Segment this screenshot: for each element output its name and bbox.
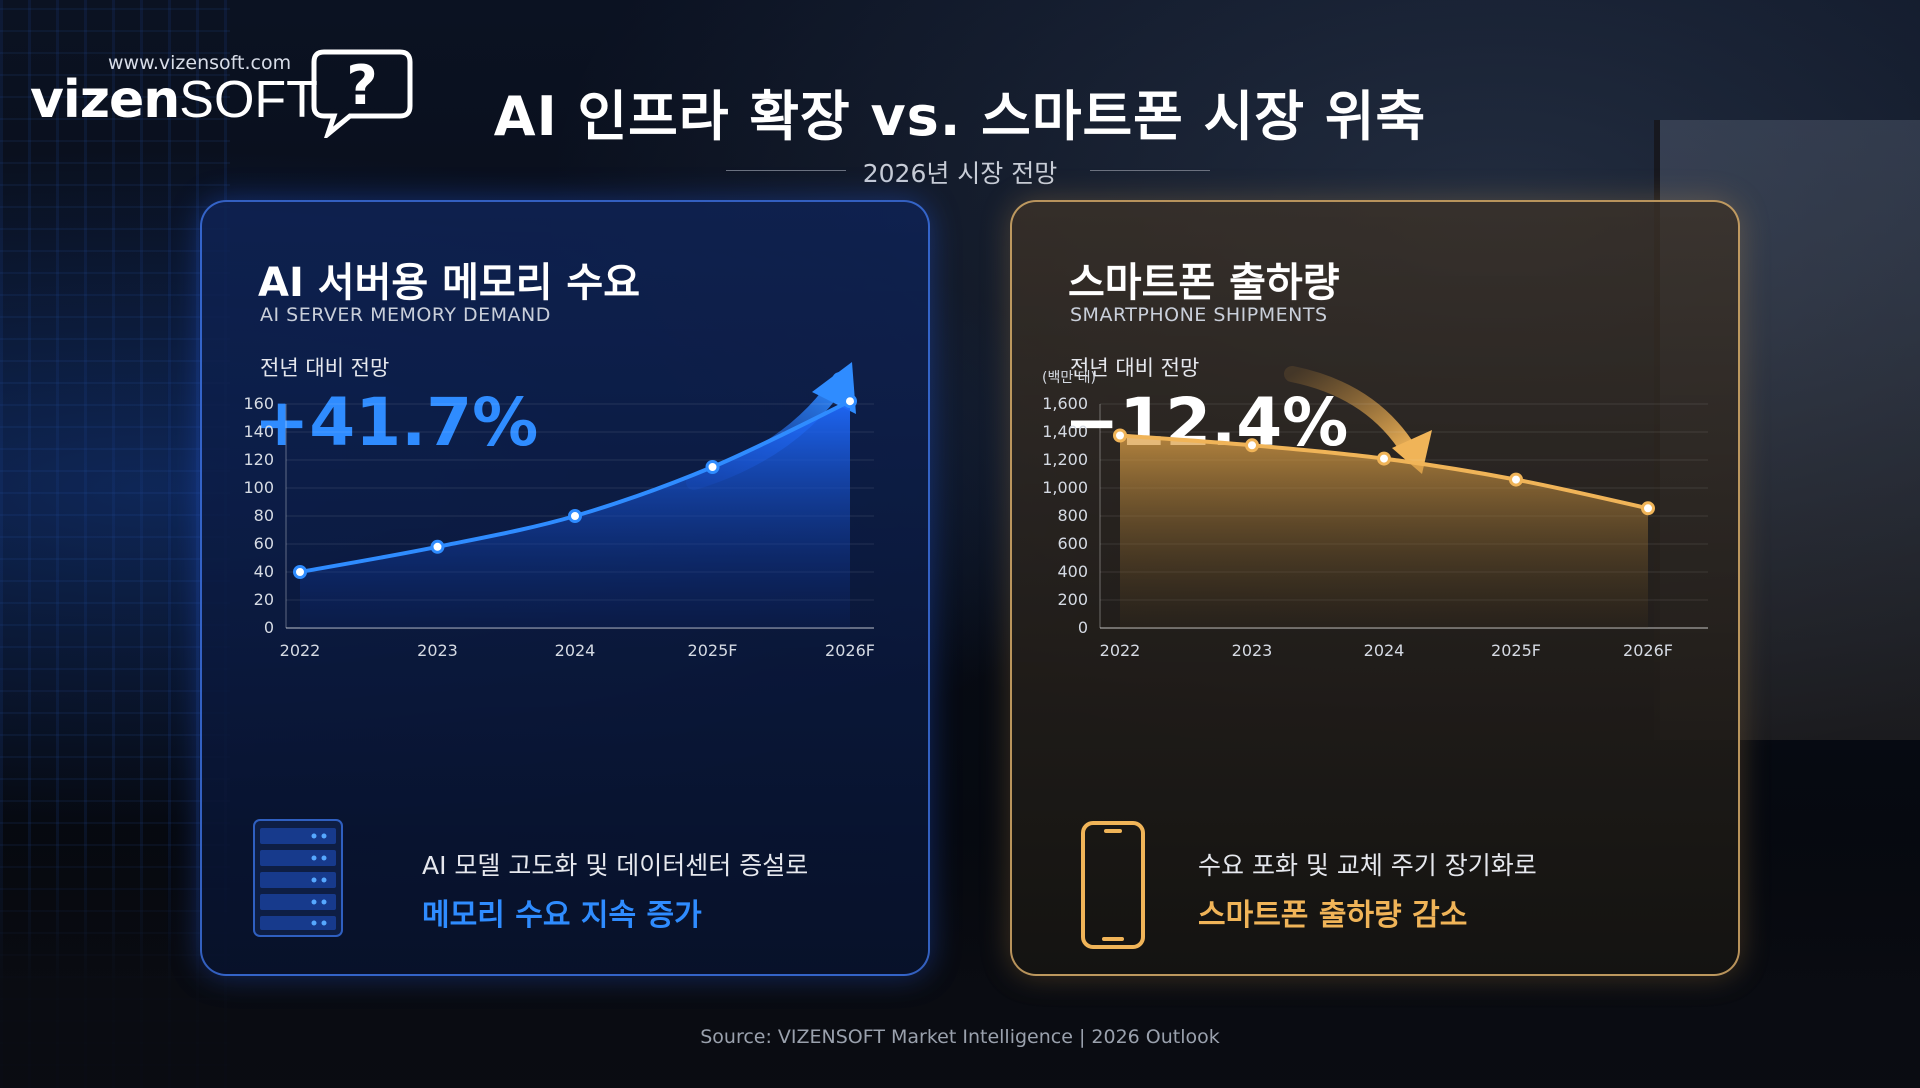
- y-tick-label: 120: [243, 450, 274, 469]
- x-tick-label: 2026F: [1623, 641, 1673, 660]
- data-point: [1509, 472, 1523, 487]
- page-subtitle: 2026년 시장 전망: [862, 159, 1058, 188]
- y-tick-label: 0: [1078, 618, 1088, 637]
- y-tick-label: 200: [1057, 590, 1088, 609]
- speech-bubble-icon: ?: [311, 49, 413, 138]
- metric-label: 전년 대비 전망: [1070, 356, 1200, 380]
- y-tick-label: 140: [243, 422, 274, 441]
- y-tick-label: 0: [264, 618, 274, 637]
- chart-ai-memory: 0 20 40 60 80 100 120 140 160 2022 2023 2024 2025F 20…: [243, 362, 875, 660]
- y-tick-label: 600: [1057, 534, 1088, 553]
- panel-title: AI 서버용 메모리 수요: [258, 260, 641, 306]
- footer-line2: 메모리 수요 지속 증가: [422, 898, 702, 933]
- y-tick-label: 1,200: [1042, 450, 1088, 469]
- y-unit-label: (백만 대): [1042, 370, 1096, 386]
- panel-ai-memory: AI 서버용 메모리 수요 AI SERVER MEMORY DEMAND 전년…: [200, 200, 930, 976]
- data-point: [1641, 501, 1655, 516]
- page-title: AI 인프라 확장 vs. 스마트폰 시장 위축: [493, 85, 1427, 148]
- smartphone-icon: [1080, 820, 1146, 954]
- y-tick-label: 800: [1057, 506, 1088, 525]
- y-tick-label: 1,600: [1042, 394, 1088, 413]
- bubble-glyph: ?: [346, 54, 377, 117]
- brand-name-light: SOFT: [179, 71, 318, 129]
- x-tick-label: 2023: [1232, 641, 1273, 660]
- data-point: [705, 460, 720, 474]
- panel-subtitle: AI SERVER MEMORY DEMAND: [260, 304, 551, 326]
- x-tick-label: 2022: [280, 641, 321, 660]
- brand-url[interactable]: www.vizensoft.com: [108, 52, 292, 74]
- y-tick-label: 80: [254, 506, 274, 525]
- server-rack-icon: [252, 818, 344, 942]
- y-tick-label: 40: [254, 562, 274, 581]
- subtitle-divider-right: [1090, 170, 1210, 171]
- brand-name-bold: vizen: [30, 70, 180, 130]
- brand-wordmark: vizenSOFT: [30, 70, 318, 130]
- metric-value: +41.7%: [254, 384, 539, 461]
- data-point: [1113, 428, 1127, 443]
- metric-label: 전년 대비 전망: [260, 356, 390, 380]
- panel-smartphone: 스마트폰 출하량 SMARTPHONE SHIPMENTS 전년 대비 전망 −…: [1010, 200, 1740, 976]
- data-point: [1377, 451, 1391, 466]
- y-tick-label: 100: [243, 478, 274, 497]
- footer-line1: 수요 포화 및 교체 주기 장기화로: [1198, 851, 1537, 880]
- y-tick-label: 1,000: [1042, 478, 1088, 497]
- y-tick-label: 20: [254, 590, 274, 609]
- data-point: [1245, 438, 1259, 453]
- x-tick-label: 2026F: [825, 641, 875, 660]
- data-point: [293, 565, 307, 579]
- data-point: [843, 394, 857, 409]
- chart-smartphone: 0 200 400 600 800 1,000 1,200 1,400 1,600 (백만 대) 2…: [1042, 366, 1708, 660]
- series-area: [300, 401, 850, 628]
- data-point: [430, 539, 445, 554]
- source-note: Source: VIZENSOFT Market Intelligence | …: [700, 1026, 1220, 1048]
- y-tick-label: 400: [1057, 562, 1088, 581]
- x-tick-label: 2022: [1100, 641, 1141, 660]
- subtitle-divider-left: [726, 170, 846, 171]
- data-point: [568, 509, 582, 523]
- y-tick-label: 160: [243, 394, 274, 413]
- x-tick-label: 2024: [555, 641, 596, 660]
- panel-subtitle: SMARTPHONE SHIPMENTS: [1070, 304, 1328, 326]
- panel-title: 스마트폰 출하량: [1068, 260, 1340, 306]
- footer-line1: AI 모델 고도화 및 데이터센터 증설로: [422, 851, 809, 880]
- x-tick-label: 2024: [1364, 641, 1405, 660]
- y-tick-label: 1,400: [1042, 422, 1088, 441]
- x-tick-label: 2023: [417, 641, 458, 660]
- y-tick-label: 60: [254, 534, 274, 553]
- footer-line2: 스마트폰 출하량 감소: [1198, 898, 1468, 933]
- x-tick-label: 2025F: [1491, 641, 1541, 660]
- x-tick-label: 2025F: [688, 641, 738, 660]
